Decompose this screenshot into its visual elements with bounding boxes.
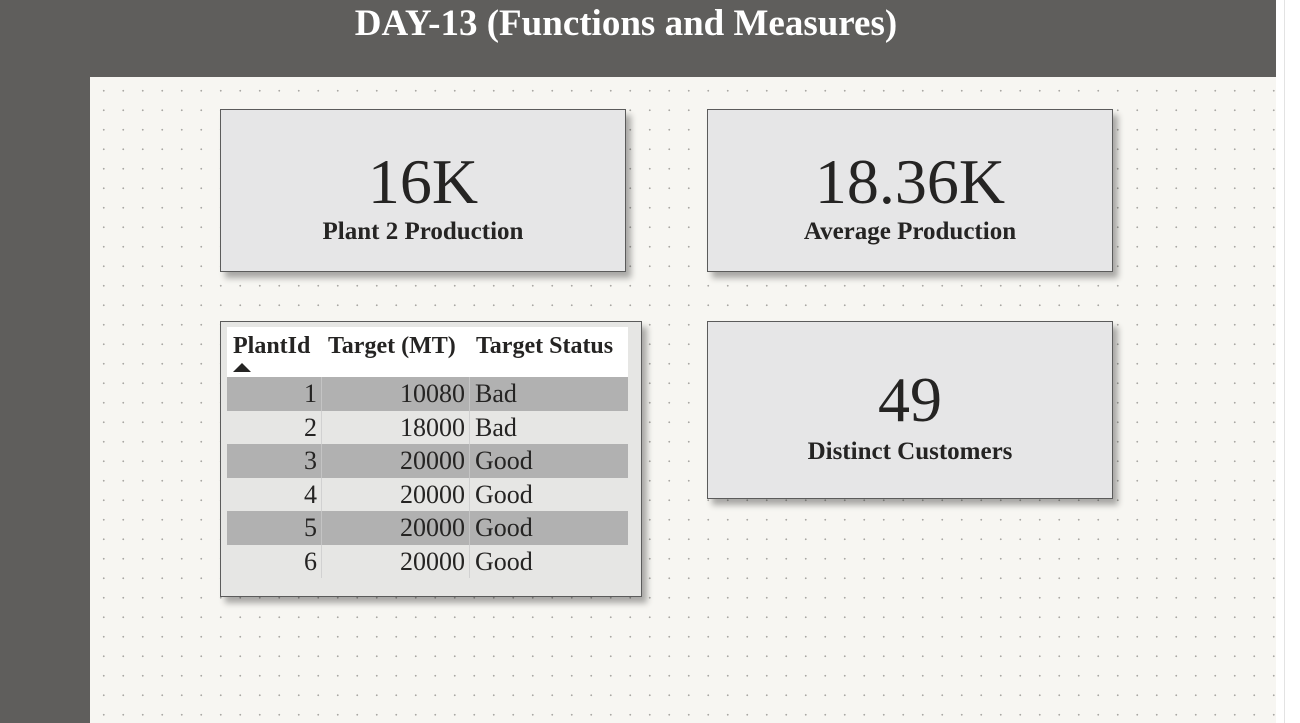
column-divider xyxy=(321,444,322,478)
cell-target: 20000 xyxy=(400,446,465,475)
card-label: Plant 2 Production xyxy=(322,218,524,245)
cell-plantid: 6 xyxy=(304,546,317,576)
card-plant-2-production[interactable]: 16K Plant 2 Production xyxy=(220,109,626,272)
cell-plantid: 1 xyxy=(304,379,317,408)
cell-target: 20000 xyxy=(400,546,465,576)
cell-plantid: 2 xyxy=(304,412,317,442)
column-header-status[interactable]: Target Status xyxy=(476,333,614,359)
table-header: PlantId Target (MT) Target Status xyxy=(227,327,628,378)
column-divider xyxy=(469,410,470,444)
column-divider xyxy=(469,377,470,411)
table-row[interactable]: 2 18000 Bad xyxy=(227,410,628,444)
card-value: 49 xyxy=(878,364,942,435)
column-divider xyxy=(321,511,322,545)
table-row[interactable]: 3 20000 Good xyxy=(227,444,628,478)
table-row[interactable]: 6 20000 Good xyxy=(227,544,628,578)
table-row[interactable]: 4 20000 Good xyxy=(227,477,628,511)
cell-target: 20000 xyxy=(400,513,465,542)
column-header-plantid[interactable]: PlantId xyxy=(233,333,311,359)
card-label: Distinct Customers xyxy=(807,438,1013,465)
card-value: 18.36K xyxy=(814,146,1006,217)
column-header-target[interactable]: Target (MT) xyxy=(328,333,456,359)
column-divider xyxy=(321,377,322,411)
report-canvas: 16K Plant 2 Production 18.36K Average Pr… xyxy=(90,77,1276,723)
cell-plantid: 3 xyxy=(304,446,317,475)
scrollbar-strip[interactable] xyxy=(1276,0,1300,723)
cell-plantid: 5 xyxy=(304,513,317,542)
card-distinct-customers[interactable]: 49 Distinct Customers xyxy=(707,321,1113,499)
column-divider xyxy=(469,477,470,511)
column-divider xyxy=(321,544,322,578)
cell-target-status: Good xyxy=(475,513,533,542)
sort-ascending-icon[interactable] xyxy=(233,363,251,372)
table-body: 1 10080 Bad 2 18000 Bad 3 20000 Good 4 20000 Good 5 2… xyxy=(227,377,628,578)
column-divider xyxy=(469,511,470,545)
table-row[interactable]: 1 10080 Bad xyxy=(227,377,628,411)
cell-target: 18000 xyxy=(400,412,465,442)
page-title: DAY-13 (Functions and Measures) xyxy=(354,3,898,44)
card-average-production[interactable]: 18.36K Average Production xyxy=(707,109,1113,272)
column-divider xyxy=(321,477,322,511)
column-divider xyxy=(469,444,470,478)
cell-target-status: Good xyxy=(475,446,533,475)
plant-target-table[interactable]: PlantId Target (MT) Target Status 1 10080… xyxy=(220,321,642,597)
cell-target: 10080 xyxy=(400,379,465,408)
cell-plantid: 4 xyxy=(304,479,317,509)
column-divider xyxy=(321,410,322,444)
cell-target: 20000 xyxy=(400,479,465,509)
card-label: Average Production xyxy=(803,218,1017,245)
cell-target-status: Bad xyxy=(475,379,517,408)
table-row[interactable]: 5 20000 Good xyxy=(227,511,628,545)
cell-target-status: Good xyxy=(475,479,533,509)
column-divider xyxy=(469,544,470,578)
cell-target-status: Bad xyxy=(475,412,517,442)
card-value: 16K xyxy=(367,146,479,217)
cell-target-status: Good xyxy=(475,546,533,576)
